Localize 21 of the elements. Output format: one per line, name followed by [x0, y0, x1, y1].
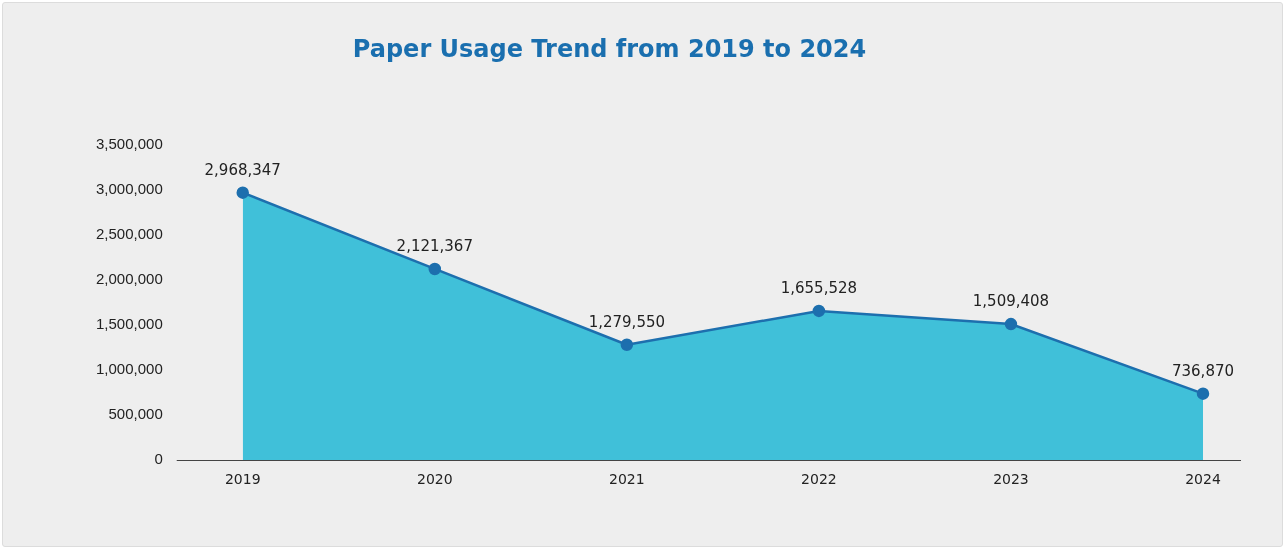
y-tick-label: 2,000,000: [96, 270, 163, 288]
data-label: 2,968,347: [204, 161, 281, 180]
y-tick-label: 1,000,000: [96, 360, 163, 378]
y-tick-label: 1,500,000: [96, 315, 163, 333]
x-tick-label: 2020: [416, 471, 453, 488]
data-label: 1,509,408: [972, 292, 1050, 311]
x-tick-label: 2024: [1185, 471, 1221, 488]
data-label: 1,279,550: [588, 313, 666, 332]
data-label: 1,655,528: [780, 279, 858, 298]
x-tick-label: 2022: [801, 471, 837, 488]
x-tick-label: 2021: [609, 471, 645, 488]
y-tick-label: 500,000: [108, 405, 163, 423]
y-tick-label: 0: [154, 450, 163, 468]
y-tick-label: 3,500,000: [96, 134, 163, 152]
data-label: 736,870: [1171, 362, 1235, 381]
x-tick-label: 2023: [993, 471, 1029, 488]
y-tick-label: 3,000,000: [96, 179, 163, 197]
data-label: 2,121,367: [396, 237, 473, 256]
chart-title: Paper Usage Trend from 2019 to 2024: [352, 34, 867, 63]
x-tick-label: 2019: [224, 471, 261, 488]
y-tick-label: 2,500,000: [96, 225, 163, 242]
